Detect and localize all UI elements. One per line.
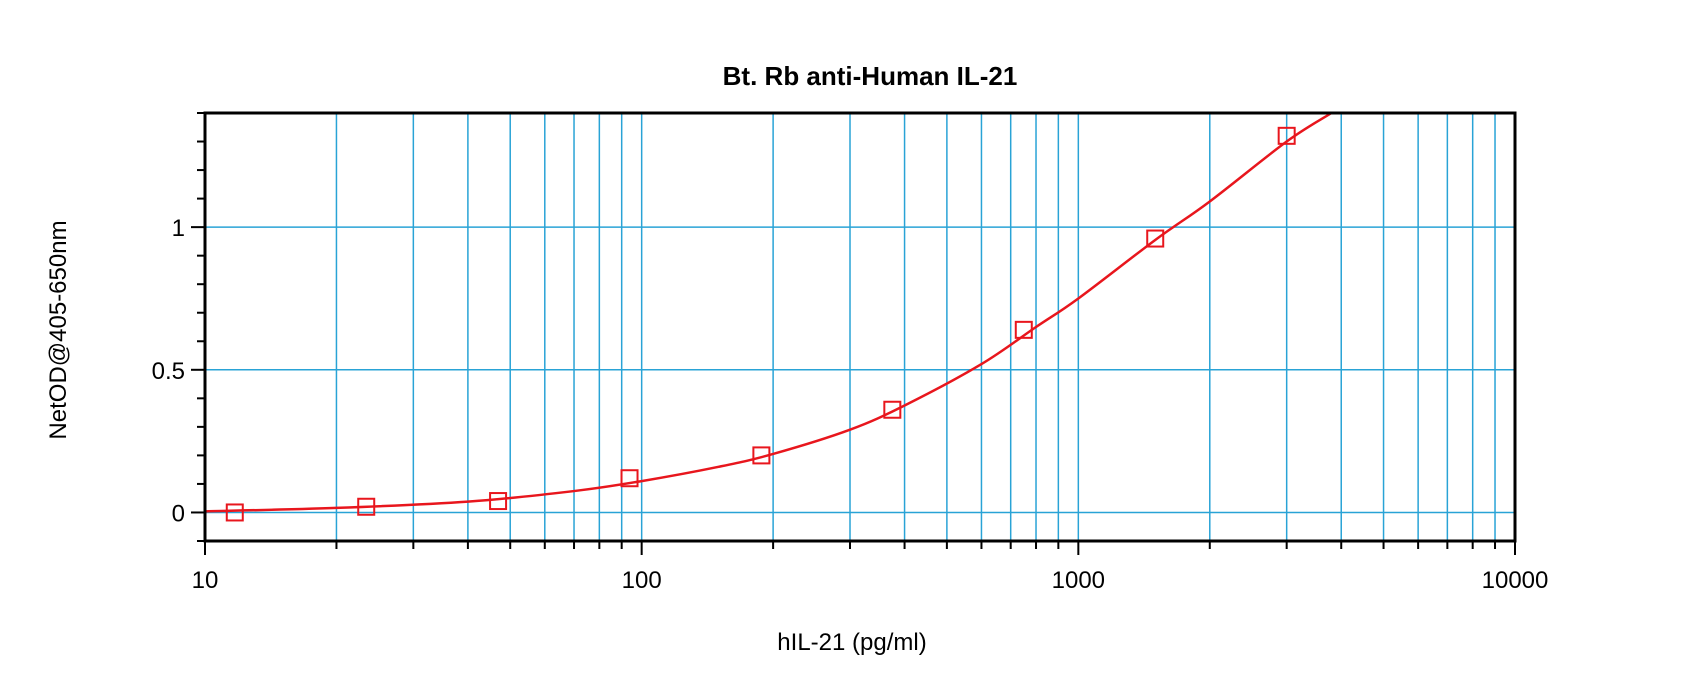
- grid: [205, 113, 1515, 541]
- data-point: [1277, 126, 1296, 145]
- fit-curve: [204, 111, 1333, 513]
- data-point: [357, 497, 376, 516]
- plot-frame: [203, 111, 1517, 543]
- data-points: [225, 126, 1296, 522]
- data-point: [225, 503, 244, 522]
- x-tick-label: 100: [622, 567, 662, 594]
- y-tick-label: 1: [172, 215, 185, 242]
- tick-labels: 10 100 1000 10000 0 0.5 1: [152, 215, 1549, 594]
- x-tick-label: 10: [192, 567, 219, 594]
- data-point: [620, 469, 639, 488]
- y-tick-label: 0: [172, 500, 185, 527]
- data-point: [1014, 320, 1033, 339]
- x-axis-label: hIL-21 (pg/ml): [777, 629, 926, 656]
- axis-ticks: [191, 112, 1516, 555]
- x-tick-label: 10000: [1482, 567, 1549, 594]
- x-tick-label: 1000: [1052, 567, 1105, 594]
- data-point: [752, 446, 771, 465]
- chart-title: Bt. Rb anti-Human IL-21: [723, 61, 1018, 91]
- data-point: [883, 400, 902, 419]
- data-point: [1146, 229, 1165, 248]
- plot-border: [203, 111, 1517, 543]
- data-point: [489, 492, 508, 511]
- fit-curve-layer: [204, 111, 1333, 513]
- y-tick-label: 0.5: [152, 358, 185, 385]
- y-axis-label: NetOD@405-650nm: [45, 220, 72, 439]
